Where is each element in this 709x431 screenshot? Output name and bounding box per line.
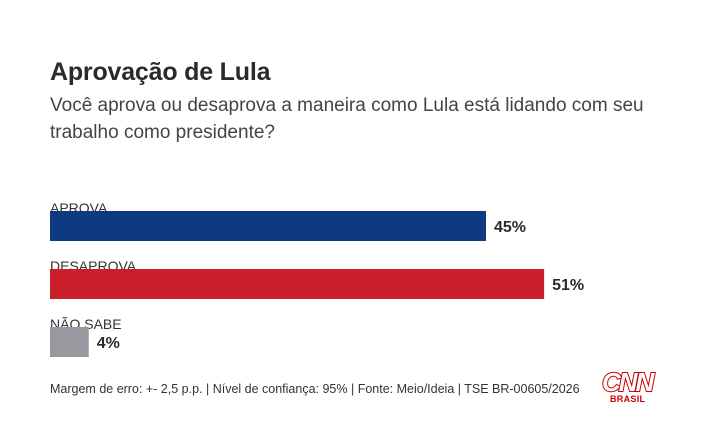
chart-title: Aprovação de Lula [50, 58, 271, 86]
bar [50, 327, 89, 357]
bar [50, 211, 486, 241]
logo-sub-text: BRASIL [610, 394, 646, 404]
chart-subtitle: Você aprova ou desaprova a maneira como … [50, 95, 644, 143]
logo-main-text: CNN [601, 367, 655, 397]
data-label: 4% [97, 335, 120, 352]
bar [50, 269, 545, 299]
cnn-brasil-logo: CNN BRASIL [601, 367, 655, 406]
footer-note: Margem de erro: +- 2,5 p.p. | Nível de c… [50, 382, 580, 396]
data-label: 51% [552, 277, 584, 294]
data-label: 45% [494, 219, 526, 236]
